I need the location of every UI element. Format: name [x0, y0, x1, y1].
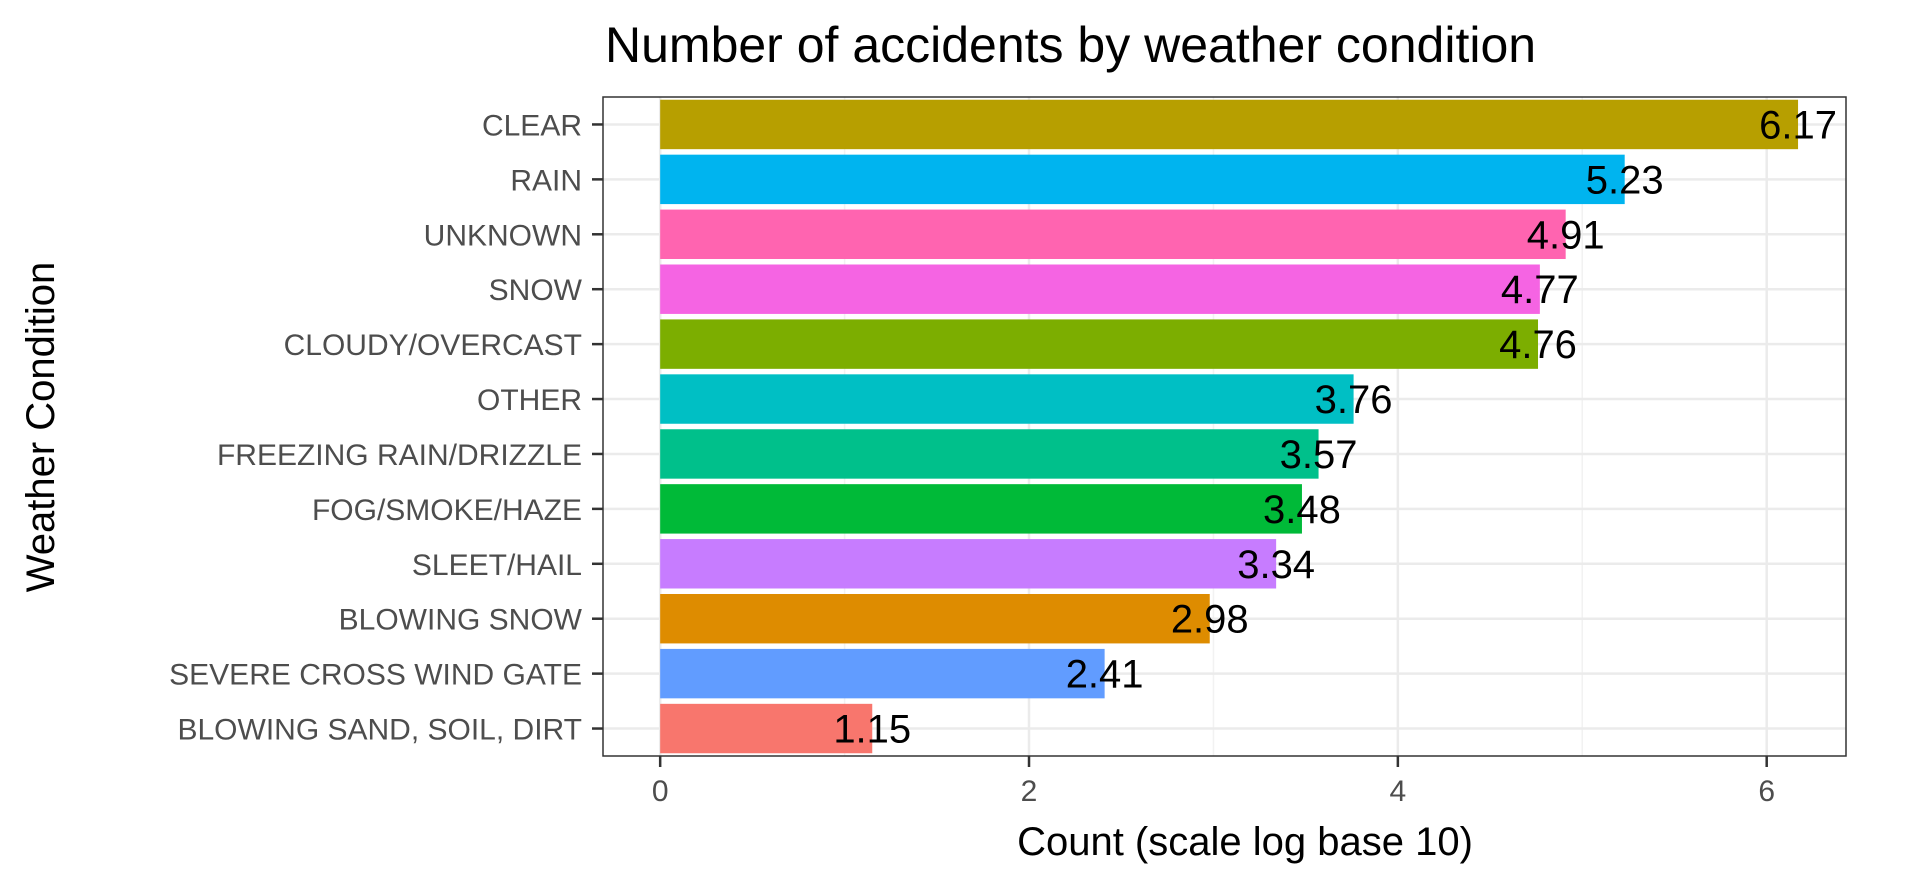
bar	[660, 154, 1625, 205]
y-tick-label: RAIN	[510, 164, 582, 197]
bar-value-label: 4.91	[1527, 213, 1605, 257]
bar	[660, 429, 1319, 479]
bar	[660, 703, 873, 754]
y-tick-label: SEVERE CROSS WIND GATE	[169, 659, 582, 692]
bar-value-label: 6.17	[1759, 103, 1837, 147]
y-tick-label: UNKNOWN	[424, 219, 582, 252]
y-axis-title: Weather Condition	[19, 262, 63, 593]
bar	[660, 539, 1277, 589]
panel-border	[602, 96, 1847, 757]
bar-value-label: 1.15	[833, 708, 911, 752]
bar-value-label: 5.23	[1586, 158, 1664, 202]
bar-value-label: 2.98	[1171, 598, 1249, 642]
y-tick-label: FREEZING RAIN/DRIZZLE	[217, 439, 582, 472]
bar-value-label: 2.41	[1066, 653, 1144, 697]
y-tick-label: SNOW	[489, 274, 583, 307]
bar	[660, 484, 1302, 534]
bar-value-label: 3.34	[1237, 543, 1315, 587]
y-tick-label: BLOWING SNOW	[339, 604, 583, 637]
x-tick-label: 4	[1390, 775, 1407, 808]
bar	[660, 593, 1210, 644]
panel-frame	[602, 96, 1847, 757]
bar	[660, 209, 1566, 260]
y-tick-label: CLOUDY/OVERCAST	[284, 329, 582, 362]
plot-panel	[603, 97, 1846, 756]
bar-value-label: 3.57	[1280, 433, 1358, 477]
data-labels: 6.17 5.23 4.91 4.77 4.76 3.76 3.57 3.48 3.34 2.98…	[833, 103, 1837, 751]
x-tick-label: 0	[652, 775, 669, 808]
y-tick-label: BLOWING SAND, SOIL, DIRT	[177, 714, 582, 747]
bar-value-label: 4.77	[1501, 268, 1579, 312]
bar-value-label: 3.76	[1315, 378, 1393, 422]
bar-value-label: 4.76	[1499, 323, 1577, 367]
y-tick-label: OTHER	[477, 384, 582, 417]
bar	[660, 648, 1105, 699]
bars	[660, 99, 1799, 754]
x-tick-label: 6	[1758, 775, 1775, 808]
x-axis: 0 2 4 6	[652, 756, 1775, 808]
x-axis-title: Count (scale log base 10)	[1017, 820, 1473, 864]
y-tick-label: SLEET/HAIL	[412, 549, 582, 582]
bar	[660, 264, 1540, 314]
panel-background	[603, 97, 1846, 756]
bar	[660, 319, 1539, 369]
bar	[660, 99, 1799, 150]
bar	[660, 374, 1354, 424]
y-axis: CLEAR RAIN UNKNOWN SNOW CLOUDY/OVERCAST OTHER…	[169, 109, 603, 747]
bar-value-label: 3.48	[1263, 488, 1341, 532]
y-tick-label: FOG/SMOKE/HAZE	[312, 494, 582, 527]
x-tick-label: 2	[1021, 775, 1038, 808]
y-tick-label: CLEAR	[482, 109, 582, 142]
chart-title: Number of accidents by weather condition	[605, 17, 1536, 73]
